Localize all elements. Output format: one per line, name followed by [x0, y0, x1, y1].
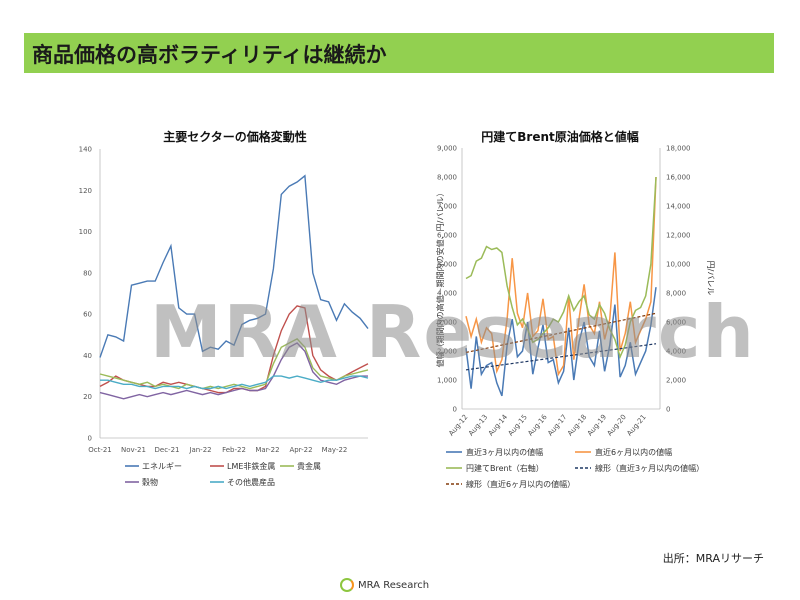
left-y-tick: 0: [88, 435, 92, 443]
left-series-line: [99, 338, 369, 390]
right-chart-title: 円建てBrent原油価格と値幅: [481, 130, 639, 144]
right-x-tick: Aug-20: [606, 413, 628, 437]
right-x-tick: Aug-17: [546, 413, 568, 437]
right-series-line: [465, 176, 657, 377]
right-x-tick: Aug-14: [487, 413, 510, 438]
left-y-tick: 100: [79, 228, 92, 236]
right-legend-label: 直近3ヶ月以内の値幅: [466, 447, 543, 457]
left-x-tick: Feb-22: [222, 446, 246, 454]
right-series-line: [465, 176, 657, 359]
slide-title: 商品価格の高ボラティリティは継続か: [32, 43, 387, 67]
left-legend-label: 貴金属: [297, 461, 321, 471]
right-right-tick: 18,000: [666, 145, 691, 153]
right-right-tick: 6,000: [666, 319, 686, 327]
right-x-tick: Aug-16: [526, 413, 549, 438]
right-right-tick: 0: [666, 406, 670, 414]
left-chart-title: 主要セクターの価格変動性: [163, 130, 307, 144]
right-left-tick: 3,000: [437, 319, 457, 327]
watermark: MRA Research: [150, 290, 756, 374]
left-legend-label: その他農産品: [227, 477, 275, 487]
left-series-line: [100, 375, 369, 390]
right-left-tick: 2,000: [437, 348, 457, 356]
left-y-tick: 40: [83, 352, 92, 360]
right-right-tick: 8,000: [666, 290, 686, 298]
left-series-line: [99, 174, 369, 358]
right-trend-line: [465, 312, 657, 354]
right-legend-label: 直近6ヶ月以内の値幅: [595, 447, 672, 457]
footer-brand: MRA Research: [358, 580, 430, 591]
left-x-tick: Oct-21: [88, 446, 112, 454]
right-x-tick: Aug-12: [447, 413, 469, 437]
left-y-tick: 140: [79, 146, 92, 154]
right-left-tick: 8,000: [437, 174, 457, 182]
right-x-tick: Aug-15: [507, 413, 529, 437]
slide-title-bar: 商品価格の高ボラティリティは継続か: [24, 33, 774, 73]
footer-logo: MRA Research: [340, 578, 429, 592]
right-left-tick: 9,000: [437, 145, 457, 153]
right-ylabel-right: 円/バレル: [706, 261, 715, 296]
right-x-tick: Aug-13: [467, 413, 489, 437]
left-legend-label: 穀物: [142, 477, 158, 487]
left-y-tick: 20: [83, 393, 92, 401]
right-left-tick: 1,000: [437, 377, 457, 385]
source-note: 出所：MRAリサーチ: [662, 552, 764, 565]
right-series-line: [465, 287, 657, 397]
left-y-tick: 80: [83, 269, 92, 277]
right-ylabel-left: 値幅（期間内の高値－期間内の安値、円/バレル）: [435, 189, 445, 368]
right-left-tick: 6,000: [437, 232, 457, 240]
right-left-tick: 5,000: [437, 261, 457, 269]
right-left-tick: 7,000: [437, 203, 457, 211]
right-x-tick: Aug-18: [566, 413, 588, 437]
left-y-tick: 120: [79, 187, 92, 195]
left-x-tick: Mar-22: [255, 446, 279, 454]
right-right-tick: 16,000: [666, 174, 691, 182]
right-legend-label: 線形（直近3ヶ月以内の値幅）: [595, 463, 704, 473]
right-x-tick: Aug-19: [586, 413, 608, 437]
left-legend-label: LME非鉄金属: [227, 461, 275, 471]
left-x-tick: Nov-21: [121, 446, 146, 454]
right-left-tick: 0: [453, 406, 457, 414]
left-y-tick: 60: [83, 311, 92, 319]
right-legend-label: 線形（直近6ヶ月以内の値幅）: [466, 479, 575, 489]
right-trend-line: [465, 343, 657, 371]
left-x-tick: May-22: [322, 446, 348, 454]
right-x-tick: Aug-21: [625, 413, 647, 437]
right-right-tick: 14,000: [666, 203, 691, 211]
right-right-tick: 2,000: [666, 377, 686, 385]
left-x-tick: Apr-22: [289, 446, 312, 454]
left-x-tick: Jan-22: [188, 446, 211, 454]
right-right-tick: 4,000: [666, 348, 686, 356]
right-right-tick: 12,000: [666, 232, 691, 240]
right-right-tick: 10,000: [666, 261, 691, 269]
right-left-tick: 4,000: [437, 290, 457, 298]
left-legend-label: エネルギー: [142, 462, 182, 471]
left-x-tick: Dec-21: [155, 446, 180, 454]
right-legend-label: 円建てBrent（右軸）: [466, 463, 544, 473]
mra-logo-icon: [340, 578, 354, 592]
